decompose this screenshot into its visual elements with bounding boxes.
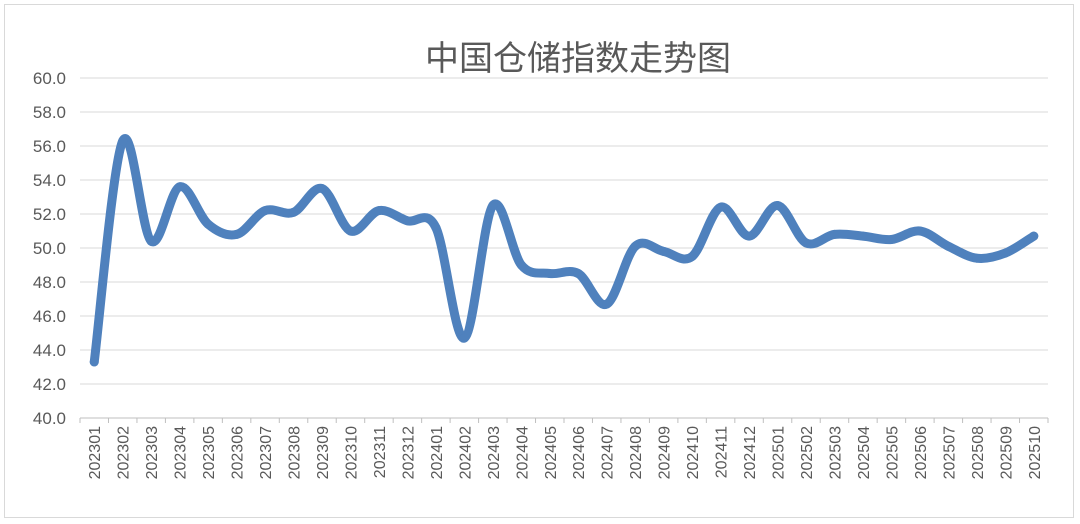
x-tick-label: 202412 [742,426,759,479]
x-tick-label: 202502 [799,426,816,479]
x-tick-label: 202301 [87,426,104,479]
data-point [573,269,583,278]
data-point [459,333,469,343]
data-point [972,253,982,263]
data-point [89,357,99,367]
data-point [687,252,697,261]
data-point [602,299,612,309]
x-tick-label: 202501 [771,426,788,479]
x-tick-label: 202404 [514,426,531,479]
y-tick-label: 58.0 [33,103,66,122]
data-point [431,223,441,233]
x-tick-label: 202510 [1027,426,1044,479]
x-tick-label: 202401 [429,426,446,479]
data-point [402,216,412,226]
x-tick-label: 202403 [486,426,503,479]
data-point [886,235,896,244]
x-tick-label: 202409 [657,426,674,479]
data-point [260,206,270,216]
y-tick-label: 42.0 [33,375,66,394]
x-tick-label: 202410 [685,426,702,479]
y-tick-label: 52.0 [33,205,66,224]
data-point [801,238,811,248]
data-point [317,184,327,193]
data-point [915,226,925,236]
y-tick-label: 44.0 [33,341,66,360]
x-tick-label: 202407 [600,426,617,479]
x-tick-label: 202506 [913,426,930,479]
y-tick-label: 56.0 [33,137,66,156]
y-tick-label: 60.0 [33,69,66,88]
data-point [516,260,526,270]
data-point [744,231,754,241]
data-point [345,226,355,236]
data-point [232,229,242,239]
x-tick-label: 202311 [372,426,389,478]
x-tick-label: 202303 [144,426,161,479]
y-tick-label: 50.0 [33,239,66,258]
y-tick-label: 46.0 [33,307,66,326]
x-tick-label: 202307 [258,426,275,479]
x-tick-label: 202302 [116,426,133,479]
data-point [773,201,783,210]
x-tick-label: 202408 [628,426,645,479]
x-axis-ticks: 202301 202302 202303 202304 202305 202306 2023… [79,418,1049,479]
x-tick-label: 202405 [543,426,560,479]
x-tick-label: 202309 [315,426,332,479]
data-point [858,231,868,241]
chart-title: 中国仓储指数走势图 [425,39,731,79]
data-point [630,241,640,251]
x-tick-label: 202509 [998,426,1015,479]
data-point [374,206,384,216]
data-point [829,229,839,239]
data-point [289,207,299,217]
data-point [175,182,185,192]
x-tick-label: 202305 [201,426,218,479]
data-point [203,219,213,229]
gridlines [80,77,1048,419]
data-point [545,269,555,278]
x-tick-label: 202406 [571,426,588,479]
x-tick-label: 202306 [230,426,247,479]
x-tick-label: 202312 [400,426,417,479]
x-tick-label: 202503 [827,426,844,479]
data-point [943,241,953,251]
x-tick-label: 202507 [941,426,958,479]
x-tick-label: 202310 [343,426,360,479]
x-tick-label: 202505 [884,426,901,479]
y-tick-label: 48.0 [33,273,66,292]
data-point [1029,231,1039,241]
x-tick-label: 202308 [287,426,304,479]
y-tick-label: 40.0 [33,409,66,428]
data-point [1000,248,1010,258]
x-tick-label: 202402 [457,426,474,479]
data-point [488,201,498,210]
data-point [118,136,128,146]
x-tick-label: 202304 [173,426,190,479]
data-point [716,202,726,212]
y-axis-ticks: 40.0 42.0 44.0 46.0 48.0 50.0 52.0 54.0 56.0 58.0… [33,69,66,428]
chart-frame [4,4,1074,518]
data-point [146,236,156,246]
x-tick-label: 202508 [970,426,987,479]
data-point [659,246,669,256]
y-tick-label: 54.0 [33,171,66,190]
x-tick-label: 202504 [856,426,873,479]
x-tick-label: 202411 [714,426,731,478]
series-layer [89,134,1039,367]
series-line [89,134,1039,367]
